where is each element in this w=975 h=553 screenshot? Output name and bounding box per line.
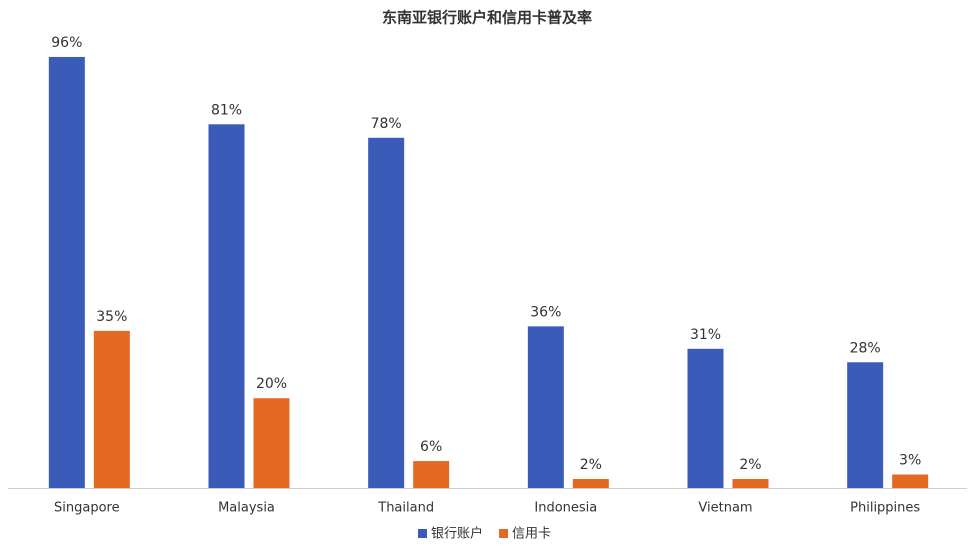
x-tick-label: Philippines xyxy=(850,501,920,516)
x-tick-label: Singapore xyxy=(54,501,120,516)
value-label: 6% xyxy=(420,439,442,455)
bar xyxy=(732,479,769,488)
bar xyxy=(413,461,450,488)
bar xyxy=(48,56,85,489)
legend-label: 银行账户 xyxy=(431,526,483,542)
legend-swatch xyxy=(418,529,427,538)
legend-label: 信用卡 xyxy=(512,527,551,542)
bar xyxy=(572,479,609,488)
bar xyxy=(847,362,884,488)
chart-title: 东南亚银行账户和信用卡普及率 xyxy=(382,9,592,27)
value-label: 81% xyxy=(211,102,242,118)
bar xyxy=(892,474,929,488)
bar xyxy=(687,348,724,488)
value-label: 2% xyxy=(580,457,602,473)
bar xyxy=(93,330,130,488)
value-label: 2% xyxy=(739,457,761,473)
value-label: 96% xyxy=(51,35,82,51)
x-tick-label: Malaysia xyxy=(218,501,275,516)
legend-swatch xyxy=(499,529,509,538)
value-label: 3% xyxy=(899,453,921,469)
value-label: 28% xyxy=(850,340,881,356)
value-label: 35% xyxy=(96,309,127,325)
x-tick-label: Thailand xyxy=(377,501,434,516)
value-label: 31% xyxy=(690,327,721,343)
bar xyxy=(253,398,290,488)
value-label: 36% xyxy=(530,304,561,320)
value-label: 78% xyxy=(371,116,402,132)
x-tick-label: Vietnam xyxy=(698,501,752,516)
bar xyxy=(208,124,245,488)
bar xyxy=(527,326,564,488)
x-tick-label: Indonesia xyxy=(534,501,597,516)
bar xyxy=(368,137,405,488)
value-label: 20% xyxy=(256,376,287,392)
